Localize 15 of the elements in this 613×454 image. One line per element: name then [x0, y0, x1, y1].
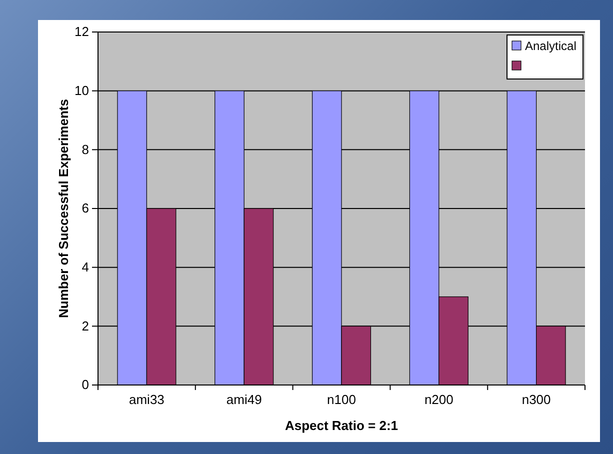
y-tick-label: 10 [74, 82, 89, 98]
y-tick-label: 2 [82, 318, 89, 334]
x-tick-label: n100 [327, 392, 356, 408]
y-tick-label: 6 [82, 200, 89, 216]
x-tick-label: ami49 [226, 392, 262, 408]
y-tick-label: 12 [74, 24, 89, 40]
x-tick-label: n200 [424, 392, 454, 408]
y-tick-label: 4 [82, 259, 89, 274]
y-tick-label: 8 [82, 142, 89, 157]
legend-label: Analytical [525, 39, 576, 53]
x-axis-title: Aspect Ratio = 2:1 [284, 418, 398, 433]
x-tick-label: ami33 [128, 392, 164, 408]
x-tick-label: n300 [522, 392, 551, 408]
y-tick-label: 0 [82, 377, 89, 392]
y-axis-title: Number of Successful Experiments [56, 99, 71, 318]
